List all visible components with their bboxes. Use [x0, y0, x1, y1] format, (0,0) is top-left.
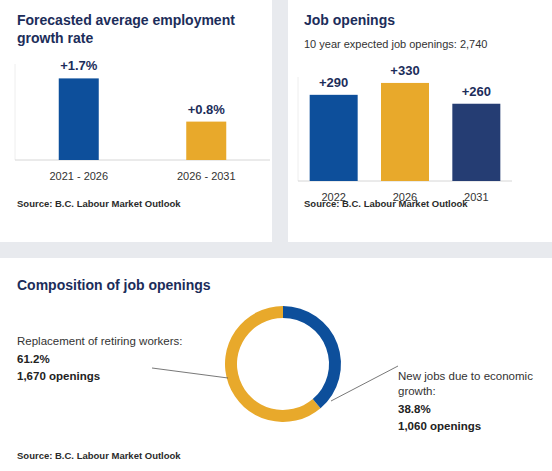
text-line: Replacement of retiring workers: [17, 335, 183, 347]
chart-title: Forecasted average employment growth rate [17, 12, 235, 46]
leader-line [152, 368, 228, 378]
text-line: Forecasted average employment [17, 12, 235, 28]
category-label: 2021 - 2026 [49, 170, 108, 182]
bar [59, 78, 99, 160]
leader-line [331, 366, 398, 401]
slice-label: Replacement of retiring workers: [17, 335, 183, 347]
data-label: 38.8% [398, 403, 431, 415]
data-label: 61.2% [17, 353, 50, 365]
source-note: Source: B.C. Labour Market Outlook [17, 198, 181, 209]
chart-panel-0: Forecasted average employment growth rate… [0, 0, 272, 242]
text-line: New jobs due to economic [398, 370, 533, 382]
category-label: 2026 - 2031 [177, 170, 236, 182]
count-label: 1,670 openings [17, 370, 100, 382]
data-label: +260 [462, 84, 491, 99]
data-label: +330 [390, 63, 419, 78]
text-line: Job openings [304, 12, 395, 28]
category-label: 2031 [464, 191, 488, 203]
donut-slice [283, 306, 341, 408]
chart-title: Composition of job openings [17, 277, 211, 293]
source-note: Source: B.C. Labour Market Outlook [304, 198, 468, 209]
value-axis-range [15, 64, 16, 160]
value-axis-range [298, 77, 299, 181]
baseline [15, 160, 270, 161]
count-label: 1,060 openings [398, 420, 481, 432]
bars [310, 83, 501, 181]
data-label: +0.8% [188, 102, 226, 117]
source-note: Source: B.C. Labour Market Outlook [17, 450, 181, 461]
panel-background [0, 258, 552, 471]
chart-title: Job openings [304, 12, 395, 28]
bar [186, 122, 226, 160]
panel-background [0, 0, 272, 242]
bar [381, 83, 429, 181]
chart-subtitle: 10 year expected job openings: 2,740 [304, 38, 487, 50]
text-line: growth: [398, 385, 436, 397]
slice-label: New jobs due to economic growth: [398, 370, 533, 397]
chart-canvas: Forecasted average employment growth rate… [0, 0, 552, 471]
chart-panel-1: Job openings 10 year expected job opening… [288, 0, 552, 242]
bar [310, 95, 358, 181]
panel-background [288, 0, 552, 242]
chart-panel-2: Composition of job openings Replacement o… [0, 258, 552, 471]
bars [59, 78, 227, 160]
data-label: +290 [319, 75, 348, 90]
text-line: growth rate [17, 30, 93, 46]
data-label: +1.7% [60, 58, 98, 73]
bar [452, 104, 500, 181]
